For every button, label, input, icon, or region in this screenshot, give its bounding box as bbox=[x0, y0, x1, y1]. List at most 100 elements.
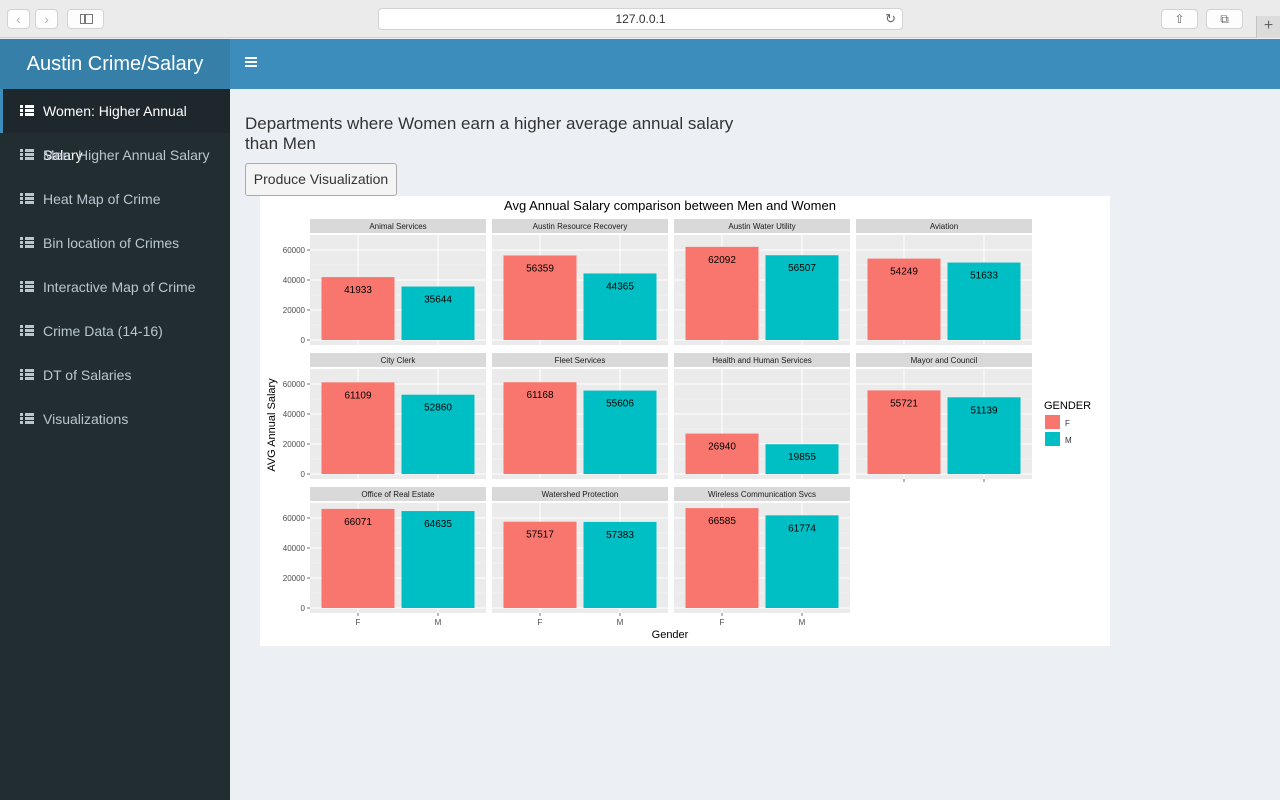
bar-m bbox=[765, 444, 839, 474]
sidebar-item-heat-map[interactable]: Heat Map of Crime bbox=[0, 177, 230, 221]
y-tick-label: 0 bbox=[301, 604, 306, 613]
show-tabs-button[interactable]: ⧉ bbox=[1206, 9, 1243, 29]
bar-m bbox=[401, 394, 475, 474]
sidebar-item-label: Men: Higher Annual Salary bbox=[43, 147, 210, 163]
bar-value-label: 64635 bbox=[424, 519, 452, 530]
legend-swatch-f bbox=[1045, 415, 1060, 429]
bar-value-label: 54249 bbox=[890, 267, 918, 278]
legend-title: GENDER bbox=[1044, 400, 1091, 412]
y-tick-label: 60000 bbox=[283, 514, 306, 523]
x-tick-label: F bbox=[356, 618, 361, 627]
bar-m bbox=[583, 273, 657, 340]
sidebar-item-dt-salaries[interactable]: DT of Salaries bbox=[0, 353, 230, 397]
sidebar-item-label: Women: Higher Annual Salary bbox=[43, 103, 187, 163]
bar-value-label: 52860 bbox=[424, 403, 452, 414]
sidebar-item-interactive-map[interactable]: Interactive Map of Crime bbox=[0, 265, 230, 309]
page-title-line1: Departments where Women earn a higher av… bbox=[245, 114, 734, 133]
salary-facet-chart: Avg Annual Salary comparison between Men… bbox=[260, 196, 1110, 646]
bar-f bbox=[685, 433, 759, 474]
sidebar-item-women-higher-salary[interactable]: Women: Higher Annual Salary bbox=[0, 89, 230, 163]
y-tick-label: 40000 bbox=[283, 276, 306, 285]
th-grid-icon bbox=[20, 369, 34, 380]
bar-value-label: 57517 bbox=[526, 530, 554, 541]
bar-value-label: 61774 bbox=[788, 523, 816, 534]
produce-visualization-button[interactable]: Produce Visualization bbox=[245, 163, 397, 196]
sidebar-panel-icon bbox=[80, 14, 93, 24]
page-title: Departments where Women earn a higher av… bbox=[245, 114, 745, 154]
share-icon: ⇧ bbox=[1174, 12, 1185, 26]
facet-strip-label: Mayor and Council bbox=[911, 356, 978, 365]
bar-m bbox=[765, 255, 839, 340]
bar-value-label: 61109 bbox=[344, 390, 372, 401]
bar-m bbox=[765, 515, 839, 608]
back-arrow-icon: ‹ bbox=[16, 11, 21, 27]
chart-title: Avg Annual Salary comparison between Men… bbox=[504, 198, 836, 213]
x-tick-label: M bbox=[435, 618, 442, 627]
y-tick-label: 60000 bbox=[283, 246, 306, 255]
bar-value-label: 55606 bbox=[606, 399, 634, 410]
browser-sidebar-button[interactable] bbox=[67, 9, 104, 29]
sidebar-item-label: DT of Salaries bbox=[43, 367, 132, 383]
address-bar[interactable]: 127.0.0.1 ↻ bbox=[378, 8, 903, 30]
bar-value-label: 51139 bbox=[970, 405, 998, 416]
bar-f bbox=[503, 521, 577, 608]
url-text: 127.0.0.1 bbox=[615, 12, 666, 26]
x-tick-label: F bbox=[538, 618, 543, 627]
bar-value-label: 66071 bbox=[344, 517, 372, 528]
bar-f bbox=[321, 508, 395, 608]
legend-label-m: M bbox=[1065, 436, 1072, 445]
legend: GENDER F M bbox=[1044, 400, 1091, 446]
top-navbar bbox=[230, 39, 1280, 89]
bar-value-label: 56507 bbox=[788, 263, 816, 274]
facet-strip-label: Fleet Services bbox=[555, 356, 606, 365]
facet-strip-label: Wireless Communication Svcs bbox=[708, 490, 816, 499]
bar-f bbox=[685, 246, 759, 340]
y-tick-label: 0 bbox=[301, 336, 306, 345]
facet-strip bbox=[856, 353, 1032, 367]
sidebar-item-visualizations[interactable]: Visualizations bbox=[0, 397, 230, 441]
facet-panels: Animal Services 41933 35644 0 20000 40000 6000… bbox=[283, 219, 1032, 627]
th-grid-icon bbox=[20, 281, 34, 292]
y-axis-label: AVG Annual Salary bbox=[266, 378, 278, 472]
bar-value-label: 56359 bbox=[526, 263, 554, 274]
share-button[interactable]: ⇧ bbox=[1161, 9, 1198, 29]
y-tick-label: 40000 bbox=[283, 410, 306, 419]
y-tick-label: 0 bbox=[301, 470, 306, 479]
back-button[interactable]: ‹ bbox=[7, 9, 30, 29]
sidebar-item-bin-location[interactable]: Bin location of Crimes bbox=[0, 221, 230, 265]
app-logo[interactable]: Austin Crime/Salary bbox=[0, 39, 230, 89]
facet-strip bbox=[492, 219, 668, 233]
hamburger-menu-icon[interactable] bbox=[245, 57, 257, 69]
new-tab-button[interactable]: + bbox=[1256, 16, 1280, 38]
page-title-line2: than Men bbox=[245, 134, 316, 153]
th-grid-icon bbox=[20, 237, 34, 248]
facet-strip-label: Animal Services bbox=[369, 222, 426, 231]
th-grid-icon bbox=[20, 193, 34, 204]
bar-f bbox=[503, 255, 577, 340]
facet-strip bbox=[674, 219, 850, 233]
bar-value-label: 57383 bbox=[606, 530, 634, 541]
bar-value-label: 61168 bbox=[526, 390, 554, 401]
bar-value-label: 66585 bbox=[708, 516, 736, 527]
reload-icon[interactable]: ↻ bbox=[885, 11, 896, 26]
bar-f bbox=[685, 508, 759, 608]
bar-value-label: 26940 bbox=[708, 442, 736, 453]
legend-swatch-m bbox=[1045, 432, 1060, 446]
facet-strip-label: Watershed Protection bbox=[542, 490, 619, 499]
bar-m bbox=[947, 262, 1021, 340]
bar-m bbox=[583, 521, 657, 608]
bar-m bbox=[947, 397, 1021, 474]
facet-strip bbox=[492, 487, 668, 501]
bar-f bbox=[867, 258, 941, 340]
sidebar-item-crime-data[interactable]: Crime Data (14-16) bbox=[0, 309, 230, 353]
bar-value-label: 55721 bbox=[890, 398, 918, 409]
forward-button[interactable]: › bbox=[35, 9, 58, 29]
sidebar-item-men-higher-salary[interactable]: Men: Higher Annual Salary bbox=[0, 133, 230, 177]
y-tick-label: 20000 bbox=[283, 574, 306, 583]
bar-m bbox=[401, 286, 475, 340]
bar-value-label: 19855 bbox=[788, 452, 816, 463]
bar-value-label: 41933 bbox=[344, 285, 372, 296]
bar-f bbox=[867, 390, 941, 474]
x-tick-label: M bbox=[799, 618, 806, 627]
bar-m bbox=[401, 511, 475, 608]
